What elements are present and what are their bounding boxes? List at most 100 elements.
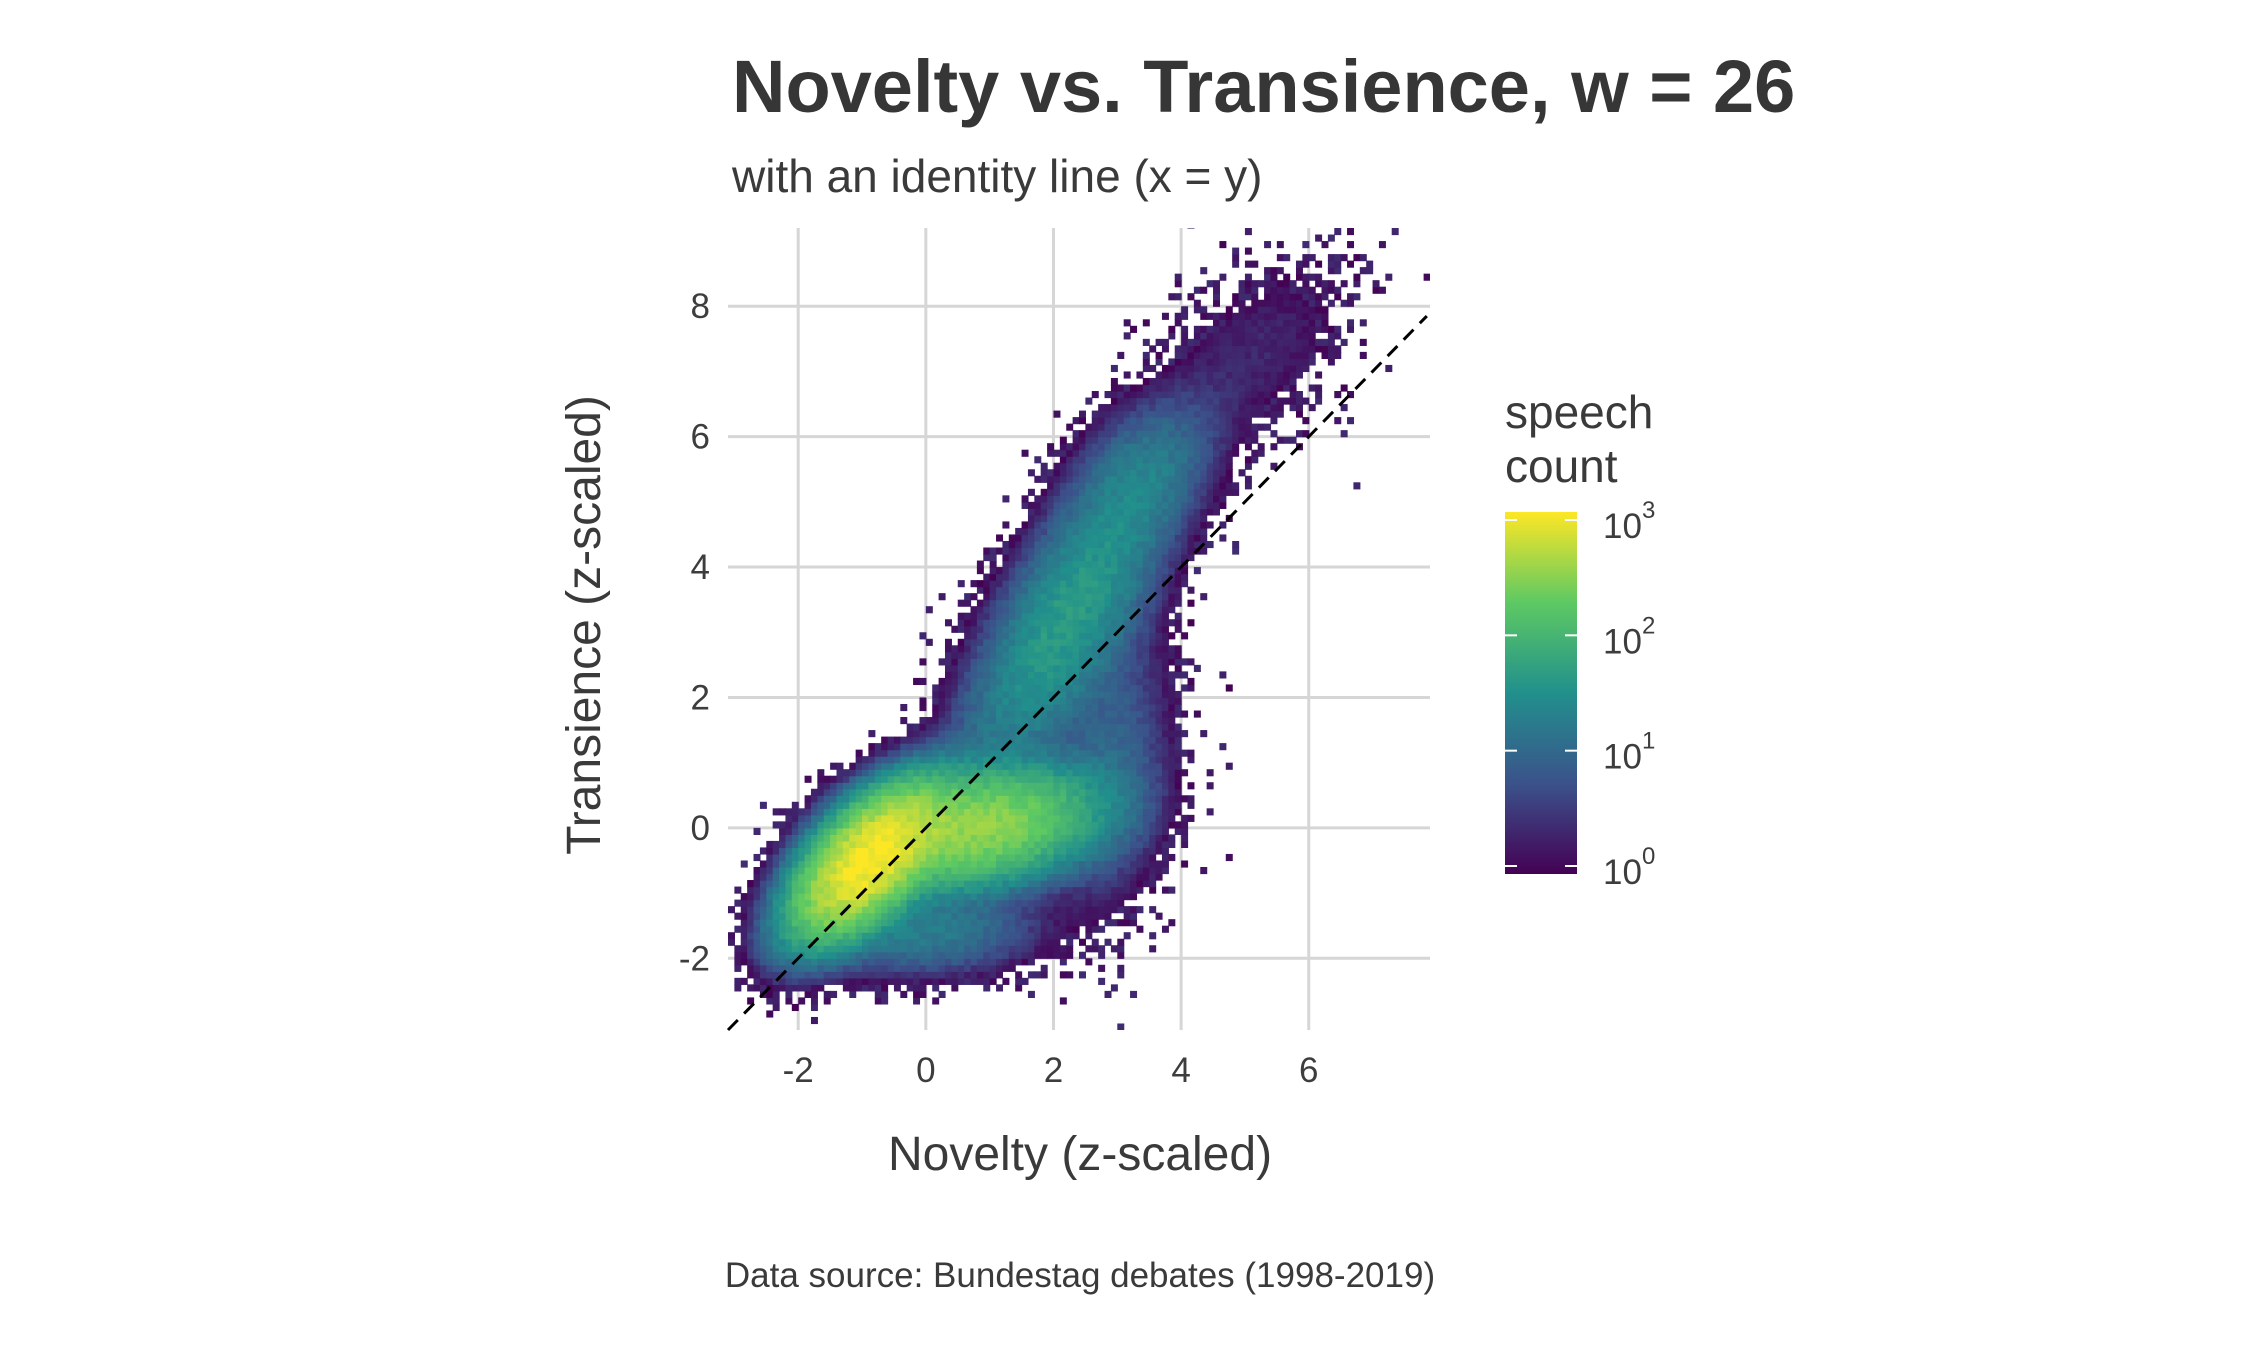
heatmap-cell xyxy=(1283,293,1291,301)
heatmap-cell xyxy=(1117,619,1125,627)
heatmap-cell xyxy=(925,945,933,953)
heatmap-cell xyxy=(1015,919,1023,927)
heatmap-cell xyxy=(989,866,997,875)
heatmap-cell xyxy=(1091,501,1099,509)
heatmap-cell xyxy=(893,893,901,901)
heatmap-cell xyxy=(983,958,991,966)
heatmap-cell xyxy=(1168,749,1176,757)
heatmap-cell xyxy=(849,919,857,927)
heatmap-cell xyxy=(1225,397,1233,405)
heatmap-cell xyxy=(1155,462,1163,470)
heatmap-cell xyxy=(932,951,940,959)
heatmap-cell xyxy=(976,756,984,764)
heatmap-cell xyxy=(938,893,946,901)
heatmap-cell xyxy=(913,801,921,809)
heatmap-cell xyxy=(1200,377,1208,386)
heatmap-cell xyxy=(836,906,844,914)
heatmap-cell xyxy=(1002,873,1010,881)
heatmap-cell xyxy=(951,886,959,894)
heatmap-cell xyxy=(1206,280,1214,288)
heatmap-cell xyxy=(976,951,984,959)
heatmap-cell xyxy=(996,717,1004,725)
heatmap-cell xyxy=(1334,286,1342,294)
heatmap-cell xyxy=(1027,775,1035,783)
heatmap-cell xyxy=(1276,280,1284,288)
heatmap-cell xyxy=(1072,782,1080,790)
heatmap-cell xyxy=(1155,632,1163,640)
heatmap-cell xyxy=(1002,586,1010,594)
heatmap-cell xyxy=(1193,384,1201,392)
heatmap-cell xyxy=(823,801,831,809)
heatmap-cell xyxy=(1047,938,1055,946)
heatmap-cell xyxy=(1136,730,1144,738)
heatmap-cell xyxy=(1130,710,1138,718)
heatmap-cell xyxy=(1040,690,1048,699)
heatmap-cell xyxy=(1155,847,1163,855)
heatmap-cell xyxy=(957,723,965,731)
heatmap-cell xyxy=(1174,567,1182,575)
heatmap-cell xyxy=(1142,736,1150,744)
heatmap-cell xyxy=(1225,482,1233,490)
heatmap-cell xyxy=(1072,417,1080,425)
heatmap-cell xyxy=(913,893,921,901)
heatmap-cell xyxy=(893,814,901,822)
heatmap-cell xyxy=(1181,658,1189,666)
heatmap-cell xyxy=(932,801,940,809)
heatmap-cell xyxy=(1066,593,1074,601)
heatmap-cell xyxy=(906,762,914,770)
heatmap-cell xyxy=(842,945,850,953)
heatmap-cell xyxy=(1117,684,1125,692)
heatmap-cell xyxy=(1098,834,1106,842)
heatmap-cell xyxy=(964,651,972,659)
heatmap-cell xyxy=(957,847,965,855)
heatmap-cell xyxy=(1040,677,1048,686)
heatmap-cell xyxy=(1142,677,1150,686)
heatmap-cell xyxy=(951,710,959,718)
heatmap-cell xyxy=(849,938,857,946)
heatmap-cell xyxy=(919,743,927,751)
heatmap-cell xyxy=(1027,580,1035,588)
heatmap-cell xyxy=(1021,586,1029,594)
heatmap-cell xyxy=(881,749,889,757)
heatmap-cell xyxy=(1123,495,1131,503)
heatmap-cell xyxy=(1123,501,1131,509)
heatmap-cell xyxy=(970,840,978,849)
heatmap-cell xyxy=(1085,717,1093,725)
heatmap-cell xyxy=(1161,423,1169,431)
heatmap-cell xyxy=(1021,749,1029,757)
heatmap-cell xyxy=(1085,775,1093,783)
heatmap-cell xyxy=(1104,880,1112,888)
heatmap-cell xyxy=(1130,632,1138,640)
heatmap-cell xyxy=(1091,456,1099,464)
heatmap-cell xyxy=(1047,540,1055,549)
heatmap-cell xyxy=(989,736,997,744)
heatmap-cell xyxy=(1117,703,1125,712)
heatmap-cell xyxy=(1053,488,1061,496)
heatmap-cell xyxy=(1072,560,1080,568)
heatmap-cell xyxy=(772,1003,780,1012)
heatmap-cell xyxy=(1110,664,1118,672)
heatmap-cell xyxy=(1225,371,1233,379)
heatmap-cell xyxy=(944,710,952,718)
heatmap-cell xyxy=(1213,351,1220,360)
heatmap-cell xyxy=(932,893,940,901)
heatmap-cell xyxy=(881,866,889,875)
heatmap-cell xyxy=(938,886,946,894)
heatmap-cell xyxy=(1040,821,1048,829)
heatmap-cell xyxy=(1136,397,1144,405)
heatmap-cell xyxy=(1142,397,1150,405)
heatmap-cell xyxy=(1117,417,1125,425)
heatmap-cell xyxy=(1002,710,1010,718)
heatmap-cell xyxy=(1136,834,1144,842)
heatmap-cell xyxy=(874,997,882,1005)
heatmap-cell xyxy=(1059,469,1067,477)
heatmap-cell xyxy=(1104,782,1112,790)
heatmap-cell xyxy=(830,801,838,809)
heatmap-cell xyxy=(1136,586,1144,594)
heatmap-cell xyxy=(747,997,755,1005)
heatmap-cell xyxy=(772,971,780,979)
heatmap-cell xyxy=(1130,677,1138,686)
heatmap-cell xyxy=(1200,866,1208,875)
heatmap-cell xyxy=(855,801,863,809)
heatmap-cell xyxy=(1181,527,1189,536)
